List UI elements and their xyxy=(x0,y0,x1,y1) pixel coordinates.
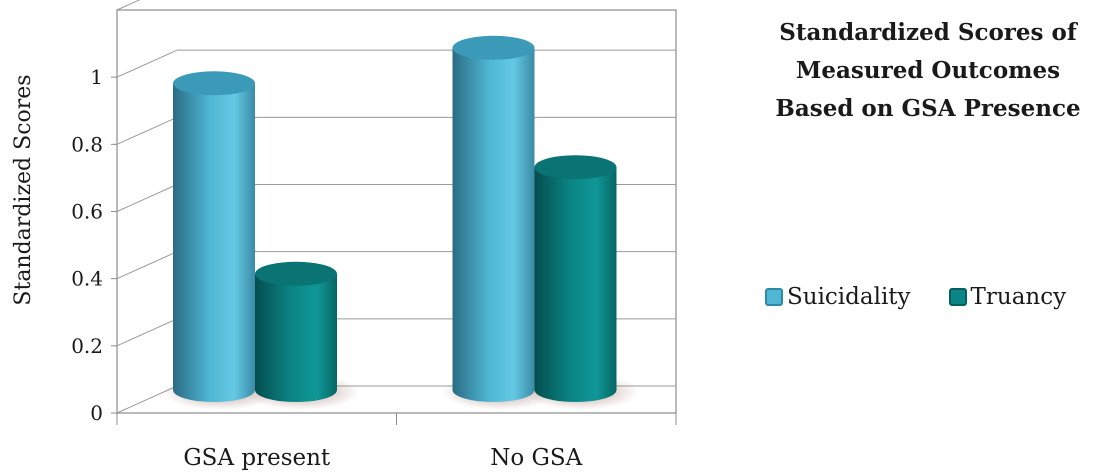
x-tick-label: GSA present xyxy=(183,445,331,471)
legend-swatch-suicidality xyxy=(765,288,783,306)
y-tick-label: 0.4 xyxy=(71,267,103,291)
legend: Suicidality Truancy xyxy=(765,282,1066,312)
y-tick-label: 0.2 xyxy=(71,334,103,358)
chart-title: Standardized Scores of Measured Outcomes… xyxy=(742,14,1114,128)
bar-top xyxy=(255,261,337,286)
legend-label: Truancy xyxy=(970,284,1067,310)
chart-title-line: Measured Outcomes xyxy=(795,57,1061,84)
chart-title-line: Based on GSA Presence xyxy=(775,95,1081,122)
chart-title-line: Standardized Scores of xyxy=(779,19,1077,46)
bar-top xyxy=(173,71,255,96)
bar xyxy=(534,167,617,402)
legend-item-suicidality: Suicidality xyxy=(765,284,911,310)
y-axis-title: Standardized Scores xyxy=(11,74,36,305)
legend-item-truancy: Truancy xyxy=(948,284,1067,310)
y-tick-label: 0.6 xyxy=(71,200,103,224)
bar xyxy=(452,47,535,403)
gridline-perspective xyxy=(116,184,178,212)
gridline-perspective xyxy=(116,318,178,347)
bar xyxy=(173,83,255,402)
gridline-perspective xyxy=(116,251,178,280)
y-tick-label: 1 xyxy=(90,65,103,89)
legend-label: Suicidality xyxy=(787,284,911,310)
x-tick-label: No GSA xyxy=(490,445,582,471)
y-tick-label: 0 xyxy=(90,401,103,425)
y-tick-label: 0.8 xyxy=(71,132,103,156)
gridline-perspective xyxy=(116,116,178,145)
legend-swatch-truancy xyxy=(948,288,967,306)
bar-top xyxy=(534,155,617,180)
bar xyxy=(255,273,337,402)
gridline-perspective xyxy=(116,49,178,78)
gridline-perspective xyxy=(116,0,141,11)
bar-top xyxy=(452,35,535,60)
